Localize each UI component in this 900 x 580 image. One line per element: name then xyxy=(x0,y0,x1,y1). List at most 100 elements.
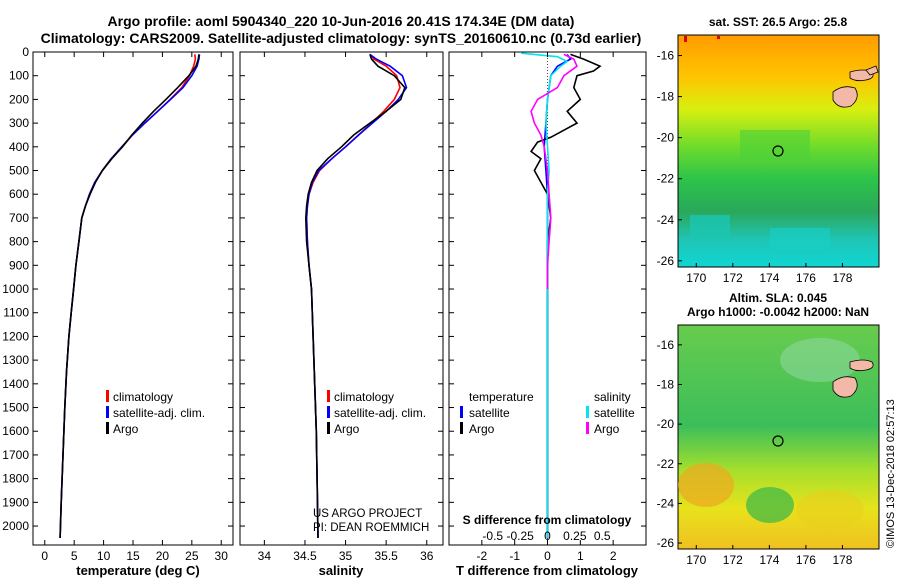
salinity-depth-ticks xyxy=(240,51,443,527)
legend-swatch-satellite xyxy=(327,406,330,418)
x-tick-label: 0 xyxy=(544,549,551,563)
temperature-legend: climatology satellite-adj. clim. Argo xyxy=(106,390,205,436)
profile-line-temperature-argo xyxy=(529,53,602,538)
lat-tick-label: -18 xyxy=(657,377,675,391)
depth-tick-label: 700 xyxy=(9,211,29,225)
lon-tick-label: 178 xyxy=(832,271,852,285)
depth-tick-label: 1400 xyxy=(2,377,29,391)
depth-tick-label: 500 xyxy=(9,164,29,178)
legend-label-t-argo: Argo xyxy=(469,422,495,436)
lat-tick-label: -24 xyxy=(657,496,675,510)
sla-latitude-axis: -16 -18 -20 -22 -24 -26 xyxy=(657,338,682,550)
lon-tick-label: 170 xyxy=(686,271,706,285)
depth-tick-label: 800 xyxy=(9,235,29,249)
legend-swatch-s-argo xyxy=(586,422,589,434)
x-tick-label: 35.5 xyxy=(374,549,398,563)
lat-tick-label: -18 xyxy=(657,90,675,104)
depth-tick-label: 1800 xyxy=(2,472,29,486)
legend-swatch-t-argo xyxy=(460,422,463,434)
legend-title-temperature: temperature xyxy=(469,390,534,404)
argo-position-marker xyxy=(772,435,784,447)
lon-tick-label: 176 xyxy=(796,553,816,567)
legend-label-satellite: satellite-adj. clim. xyxy=(334,406,426,420)
depth-tick-label: 1000 xyxy=(2,282,29,296)
lat-tick-label: -16 xyxy=(657,338,675,352)
lat-tick-label: -22 xyxy=(657,172,675,186)
x-tick-label: 36 xyxy=(420,549,434,563)
project-credit-line-2: PI: DEAN ROEMMICH xyxy=(313,522,429,534)
salinity-plot-frame xyxy=(239,51,444,546)
legend-swatch-argo xyxy=(327,422,330,434)
legend-swatch-satellite xyxy=(106,406,109,418)
fiji-island-icon xyxy=(865,65,879,76)
x-tick-label: 15 xyxy=(126,549,140,563)
legend-label-climatology: climatology xyxy=(334,390,394,404)
s-tick-label: 0 xyxy=(544,529,551,543)
sst-patch xyxy=(684,36,687,42)
temperature-profiles xyxy=(59,54,201,538)
depth-tick-label: 200 xyxy=(9,92,29,106)
s-tick-label: 0.25 xyxy=(563,529,587,543)
temperature-axis: 0 5 10 15 20 25 30 xyxy=(41,52,228,563)
t-difference-axis: -2 -1 0 1 2 xyxy=(476,52,617,563)
sst-patch xyxy=(690,215,730,240)
depth-tick-label: 400 xyxy=(9,140,29,154)
fiji-island-icon xyxy=(832,376,858,398)
depth-tick-label: 600 xyxy=(9,187,29,201)
temperature-panel: 0100200300400500600700800900100011001200… xyxy=(2,45,234,578)
legend-swatch-t-satellite xyxy=(460,406,463,418)
lat-tick-label: -24 xyxy=(657,213,675,227)
sst-longitude-axis: 170 172 174 176 178 xyxy=(686,263,853,285)
depth-tick-label: 900 xyxy=(9,258,29,272)
legend-swatch-climatology xyxy=(106,390,109,402)
lat-tick-label: -16 xyxy=(657,49,675,63)
lat-tick-label: -26 xyxy=(657,254,675,268)
lon-tick-label: 178 xyxy=(832,553,852,567)
depth-tick-label: 100 xyxy=(9,69,29,83)
sst-latitude-axis: -16 -18 -20 -22 -24 -26 xyxy=(657,49,682,268)
argo-position-marker xyxy=(772,145,784,157)
s-tick-label: -0.5 xyxy=(482,529,503,543)
depth-tick-label: 2000 xyxy=(2,519,29,533)
lon-tick-label: 172 xyxy=(723,271,743,285)
profile-line-salinity-argo xyxy=(530,53,578,289)
lat-tick-label: -22 xyxy=(657,457,675,471)
sla-map-title: Altim. SLA: 0.045 xyxy=(729,291,827,305)
difference-panel: -2 -1 0 1 2 -0.5 -0.25 0 0.25 0.5 S difference f… xyxy=(448,51,647,578)
s-difference-label: S difference from climatology xyxy=(463,513,632,527)
lat-tick-label: -20 xyxy=(657,131,675,145)
depth-tick-label: 1900 xyxy=(2,495,29,509)
x-tick-label: 5 xyxy=(71,549,78,563)
x-tick-label: 10 xyxy=(97,549,111,563)
imos-timestamp: ©IMOS 13-Dec-2018 02:57:13 xyxy=(885,399,897,548)
depth-tick-label: 1600 xyxy=(2,424,29,438)
header-line-2: Climatology: CARS2009. Satellite-adjuste… xyxy=(41,30,642,46)
difference-legend: temperature satellite Argo salinity sate… xyxy=(460,390,635,436)
legend-swatch-climatology xyxy=(327,390,330,402)
legend-label-argo: Argo xyxy=(334,422,360,436)
sla-longitude-axis: 170 172 174 176 178 xyxy=(686,545,853,567)
difference-depth-ticks xyxy=(449,51,646,527)
lat-tick-label: -20 xyxy=(657,417,675,431)
legend-title-salinity: salinity xyxy=(594,390,631,404)
x-tick-label: -2 xyxy=(476,549,487,563)
profile-line-argo xyxy=(304,54,406,538)
difference-profiles xyxy=(521,52,602,538)
legend-label-climatology: climatology xyxy=(113,390,173,404)
x-tick-label: 2 xyxy=(610,549,617,563)
legend-label-argo: Argo xyxy=(113,422,139,436)
t-difference-axis-label: T difference from climatology xyxy=(456,563,639,578)
lon-tick-label: 174 xyxy=(759,271,779,285)
sla-map-panel: Altim. SLA: 0.045 Argo h1000: -0.0042 h2… xyxy=(657,291,880,567)
x-tick-label: 30 xyxy=(215,549,229,563)
legend-swatch-s-satellite xyxy=(586,406,589,418)
legend-swatch-argo xyxy=(106,422,109,434)
sst-map-title: sat. SST: 26.5 Argo: 25.8 xyxy=(709,15,848,29)
x-tick-label: 25 xyxy=(185,549,199,563)
depth-tick-label: 1300 xyxy=(2,353,29,367)
x-tick-label: 35 xyxy=(339,549,353,563)
header-line-1: Argo profile: aoml 5904340_220 10-Jun-20… xyxy=(108,13,575,29)
salinity-panel: 34 34.5 35 35.5 36 salinity climatology sate… xyxy=(239,51,444,578)
legend-label-t-satellite: satellite xyxy=(469,406,510,420)
